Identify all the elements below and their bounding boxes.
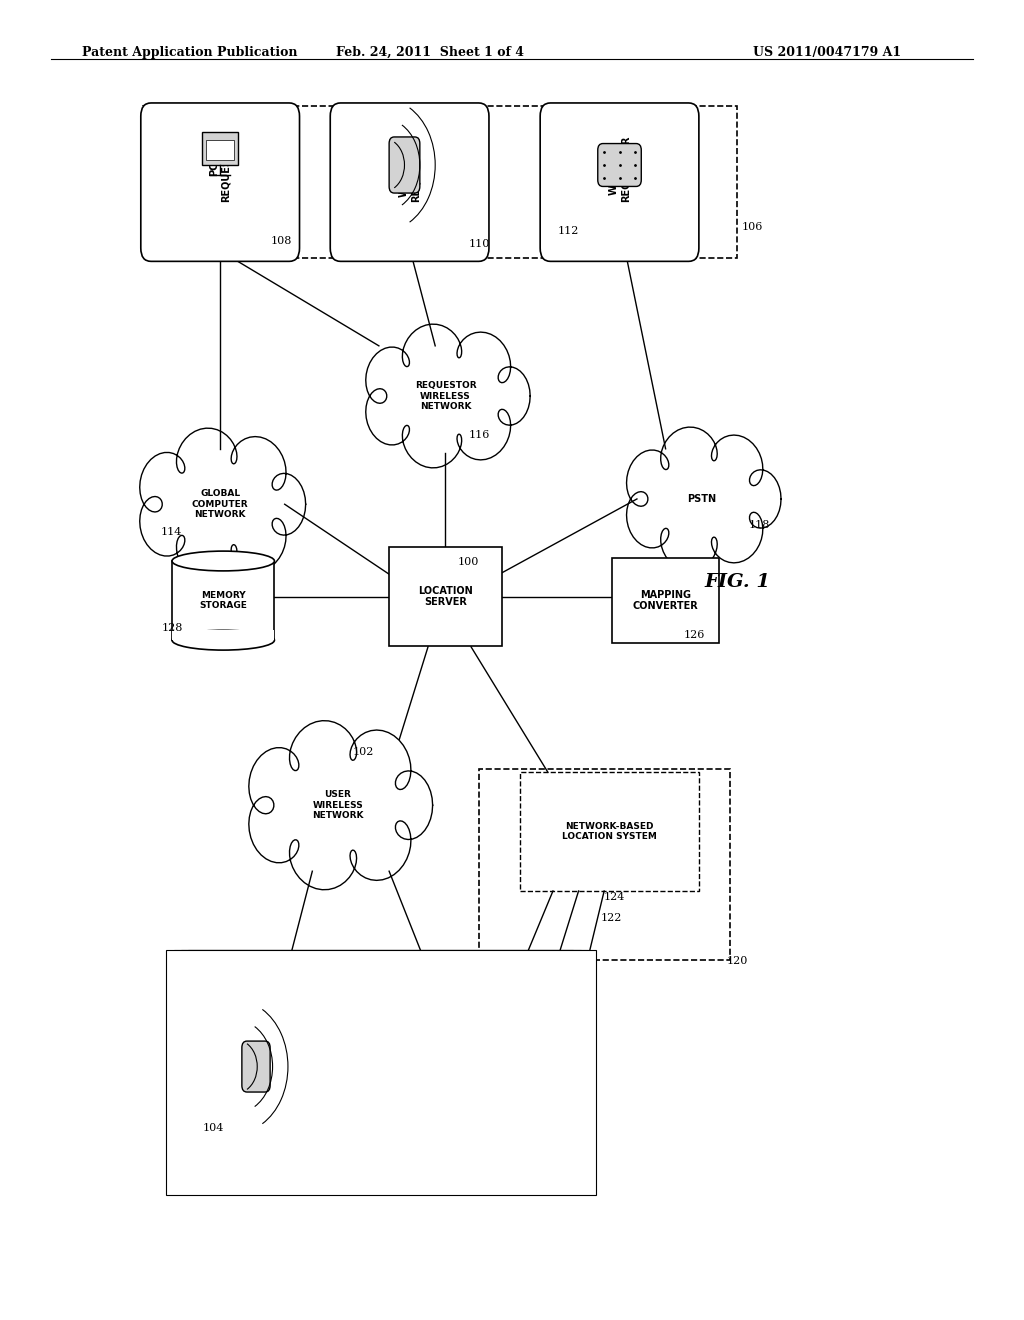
Text: Patent Application Publication: Patent Application Publication	[82, 46, 297, 59]
Text: 126: 126	[684, 630, 705, 640]
Text: NETWORK
DEVICE: NETWORK DEVICE	[252, 1043, 270, 1096]
Bar	[172, 561, 274, 640]
Text: 120: 120	[727, 956, 748, 966]
FancyBboxPatch shape	[389, 546, 502, 645]
FancyBboxPatch shape	[598, 144, 641, 186]
Text: FIG. 1: FIG. 1	[705, 573, 770, 591]
Text: PC
REQUESTOR: PC REQUESTOR	[209, 136, 231, 202]
FancyBboxPatch shape	[184, 1014, 338, 1151]
Text: Feb. 24, 2011  Sheet 1 of 4: Feb. 24, 2011 Sheet 1 of 4	[336, 46, 524, 59]
FancyBboxPatch shape	[420, 1035, 553, 1148]
Bar	[172, 630, 274, 640]
Text: 110: 110	[469, 239, 489, 249]
Text: PSTN: PSTN	[687, 494, 716, 504]
Bar	[206, 140, 234, 160]
Text: WIRELINE
REQUESTOR: WIRELINE REQUESTOR	[608, 136, 631, 202]
Polygon shape	[627, 428, 781, 570]
Text: 118: 118	[750, 520, 770, 531]
FancyBboxPatch shape	[612, 557, 719, 643]
FancyBboxPatch shape	[389, 137, 420, 193]
Polygon shape	[366, 325, 530, 467]
Text: US 2011/0047179 A1: US 2011/0047179 A1	[753, 46, 901, 59]
Text: 122: 122	[601, 913, 622, 924]
Text: 112: 112	[558, 226, 579, 236]
Text: NETWORK-BASED
LOCATION SYSTEM: NETWORK-BASED LOCATION SYSTEM	[562, 822, 656, 841]
Bar	[203, 132, 238, 165]
Text: 116: 116	[469, 430, 489, 441]
FancyBboxPatch shape	[242, 1041, 270, 1092]
Text: 102: 102	[353, 747, 374, 758]
Text: MAPPING
CONVERTER: MAPPING CONVERTER	[633, 590, 698, 611]
Text: GLOBAL
COMPUTER
NETWORK: GLOBAL COMPUTER NETWORK	[191, 490, 249, 519]
FancyBboxPatch shape	[140, 103, 299, 261]
Text: 100: 100	[458, 557, 478, 568]
Polygon shape	[249, 721, 433, 890]
Text: MEMORY
STORAGE: MEMORY STORAGE	[200, 591, 247, 610]
Text: 108: 108	[271, 236, 292, 247]
Text: USER
WIRELESS
NETWORK: USER WIRELESS NETWORK	[312, 791, 364, 820]
FancyBboxPatch shape	[330, 103, 489, 261]
Text: 106: 106	[742, 222, 763, 232]
FancyBboxPatch shape	[174, 950, 588, 1184]
Text: WIRELESS
REQUESTOR: WIRELESS REQUESTOR	[398, 136, 421, 202]
FancyBboxPatch shape	[188, 950, 573, 1166]
Text: REQUESTOR
WIRELESS
NETWORK: REQUESTOR WIRELESS NETWORK	[415, 381, 476, 411]
FancyBboxPatch shape	[541, 103, 698, 261]
Text: HANDHELD
LOCATION
SYSTEM: HANDHELD LOCATION SYSTEM	[458, 1077, 515, 1106]
Text: 128: 128	[162, 623, 182, 634]
Text: 114: 114	[161, 527, 181, 537]
Ellipse shape	[172, 630, 274, 649]
Text: 104: 104	[203, 1123, 223, 1134]
Text: LOCATION
SERVER: LOCATION SERVER	[418, 586, 473, 607]
FancyBboxPatch shape	[181, 950, 581, 1175]
Text: 124: 124	[604, 892, 625, 903]
Polygon shape	[139, 428, 306, 581]
Ellipse shape	[172, 552, 274, 570]
FancyBboxPatch shape	[166, 950, 596, 1195]
